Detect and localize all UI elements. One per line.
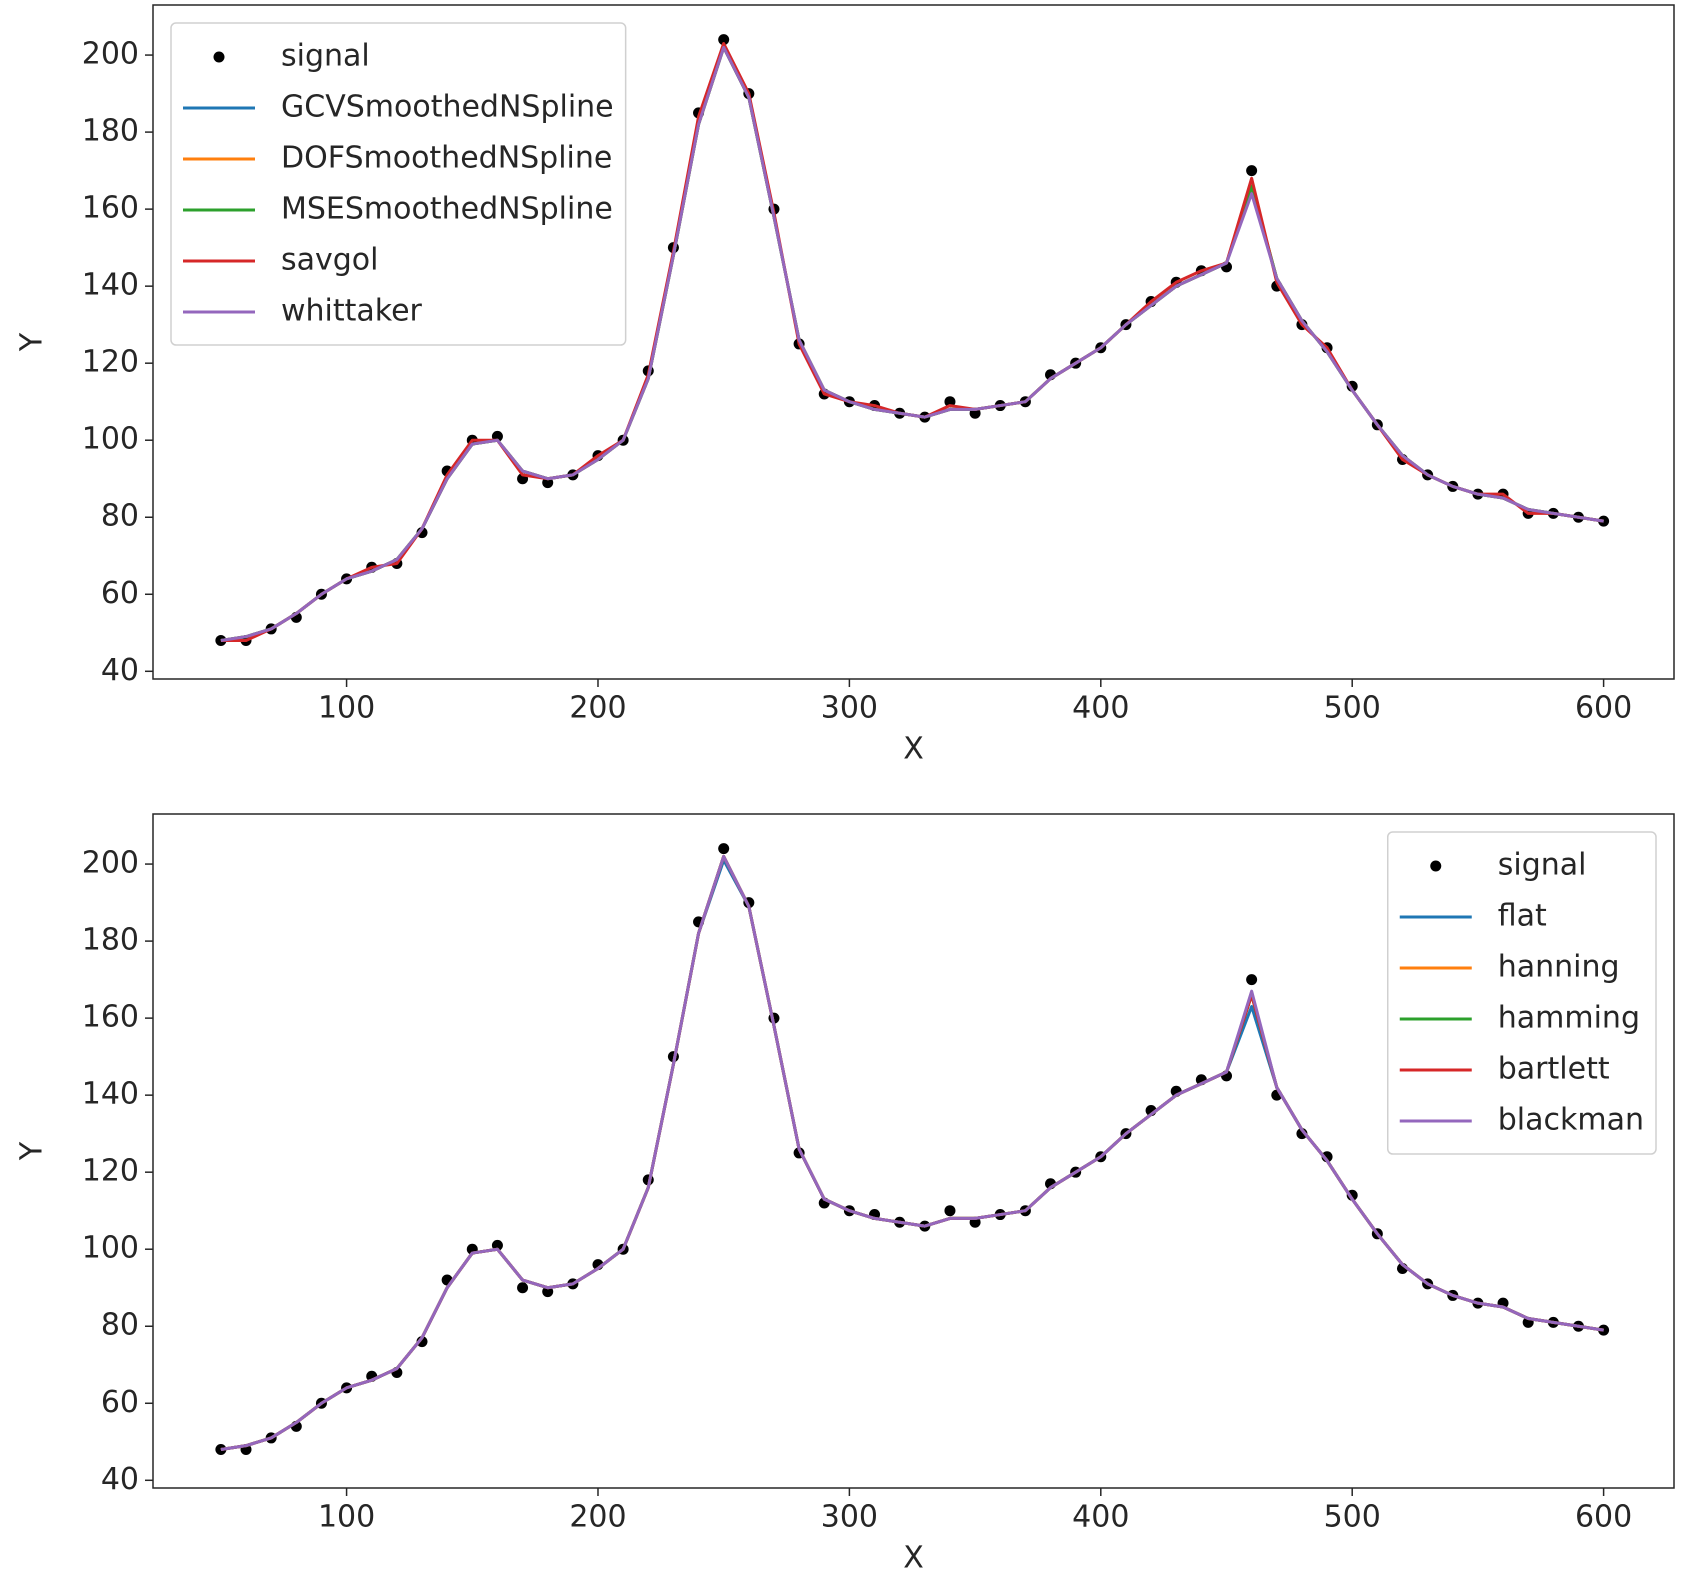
signal-point [215,1443,227,1455]
x-tick-label: 400 [1072,1500,1129,1535]
x-axis-label: X [903,732,924,767]
x-tick-label: 100 [318,691,375,726]
legend-label: hanning [1498,950,1620,985]
y-tick-label: 120 [82,345,139,380]
signal-point [542,477,554,489]
series-line [220,854,1604,1451]
legend-label: hamming [1498,1001,1640,1036]
plot-area [215,34,1610,646]
legend-label: bartlett [1498,1052,1610,1087]
y-tick-label: 140 [82,1077,139,1112]
legend: signal flat hanning hamming bartlett blackman [1387,831,1657,1155]
legend-label: GCVSmoothedNSpline [281,90,614,125]
legend-label: MSESmoothedNSpline [281,192,613,227]
signal-point [215,634,227,646]
series-line [220,45,1604,642]
y-tick-label: 120 [82,1154,139,1189]
signal-point [1246,974,1258,986]
axes-frame [152,813,1675,1489]
legend-label: savgol [281,243,379,278]
legend-label: flat [1498,899,1547,934]
x-tick-label: 600 [1575,691,1632,726]
y-tick-label: 80 [101,1308,139,1343]
legend-frame [170,22,627,346]
signal-point [718,843,730,855]
signal-point [542,1286,554,1298]
axes-frame [152,4,1675,680]
signal-point [491,1239,503,1251]
legend: signal GCVSmoothedNSpline DOFSmoothedNSpli… [170,22,627,346]
y-tick-label: 200 [82,846,139,881]
signal-point [517,1282,529,1294]
x-axis-label: X [903,1541,924,1576]
y-tick-label: 200 [82,37,139,72]
x-tick-label: 100 [318,1500,375,1535]
y-axis-label: Y [15,332,50,352]
y-tick-label: 180 [82,923,139,958]
x-tick-label: 400 [1072,691,1129,726]
y-tick-label: 100 [82,1231,139,1266]
legend-label: signal [281,39,370,74]
y-tick-label: 140 [82,268,139,303]
legend-frame [1387,831,1657,1155]
signal-point [944,396,956,408]
y-tick-label: 180 [82,114,139,149]
legend-label: DOFSmoothedNSpline [281,141,612,176]
y-tick-label: 100 [82,422,139,457]
signal-point [1246,165,1258,177]
x-tick-label: 200 [569,691,626,726]
legend-label: blackman [1498,1103,1644,1138]
signal-point [944,1205,956,1217]
y-tick-label: 60 [101,1385,139,1420]
y-tick-label: 160 [82,1000,139,1035]
y-tick-label: 40 [101,1462,139,1497]
x-tick-label: 200 [569,1500,626,1535]
y-tick-label: 60 [101,576,139,611]
axes: 100 200 300 400 500 600 40 60 80 100 120 140 160 180 2… [15,813,1675,1576]
legend-label: signal [1498,848,1587,883]
legend-marker [1430,860,1442,872]
legend-label: whittaker [281,294,423,329]
y-tick-label: 80 [101,499,139,534]
axes: 100 200 300 400 500 600 40 60 80 100 120 140 160 180 2… [15,4,1675,767]
x-tick-label: 500 [1324,691,1381,726]
y-axis-label: Y [15,1141,50,1161]
y-tick-label: 40 [101,653,139,688]
signal-point [718,34,730,46]
x-tick-label: 500 [1324,1500,1381,1535]
x-tick-label: 300 [821,691,878,726]
plot-area [215,843,1610,1455]
x-tick-label: 600 [1575,1500,1632,1535]
legend-marker [213,51,225,63]
x-tick-label: 300 [821,1500,878,1535]
y-tick-label: 160 [82,191,139,226]
